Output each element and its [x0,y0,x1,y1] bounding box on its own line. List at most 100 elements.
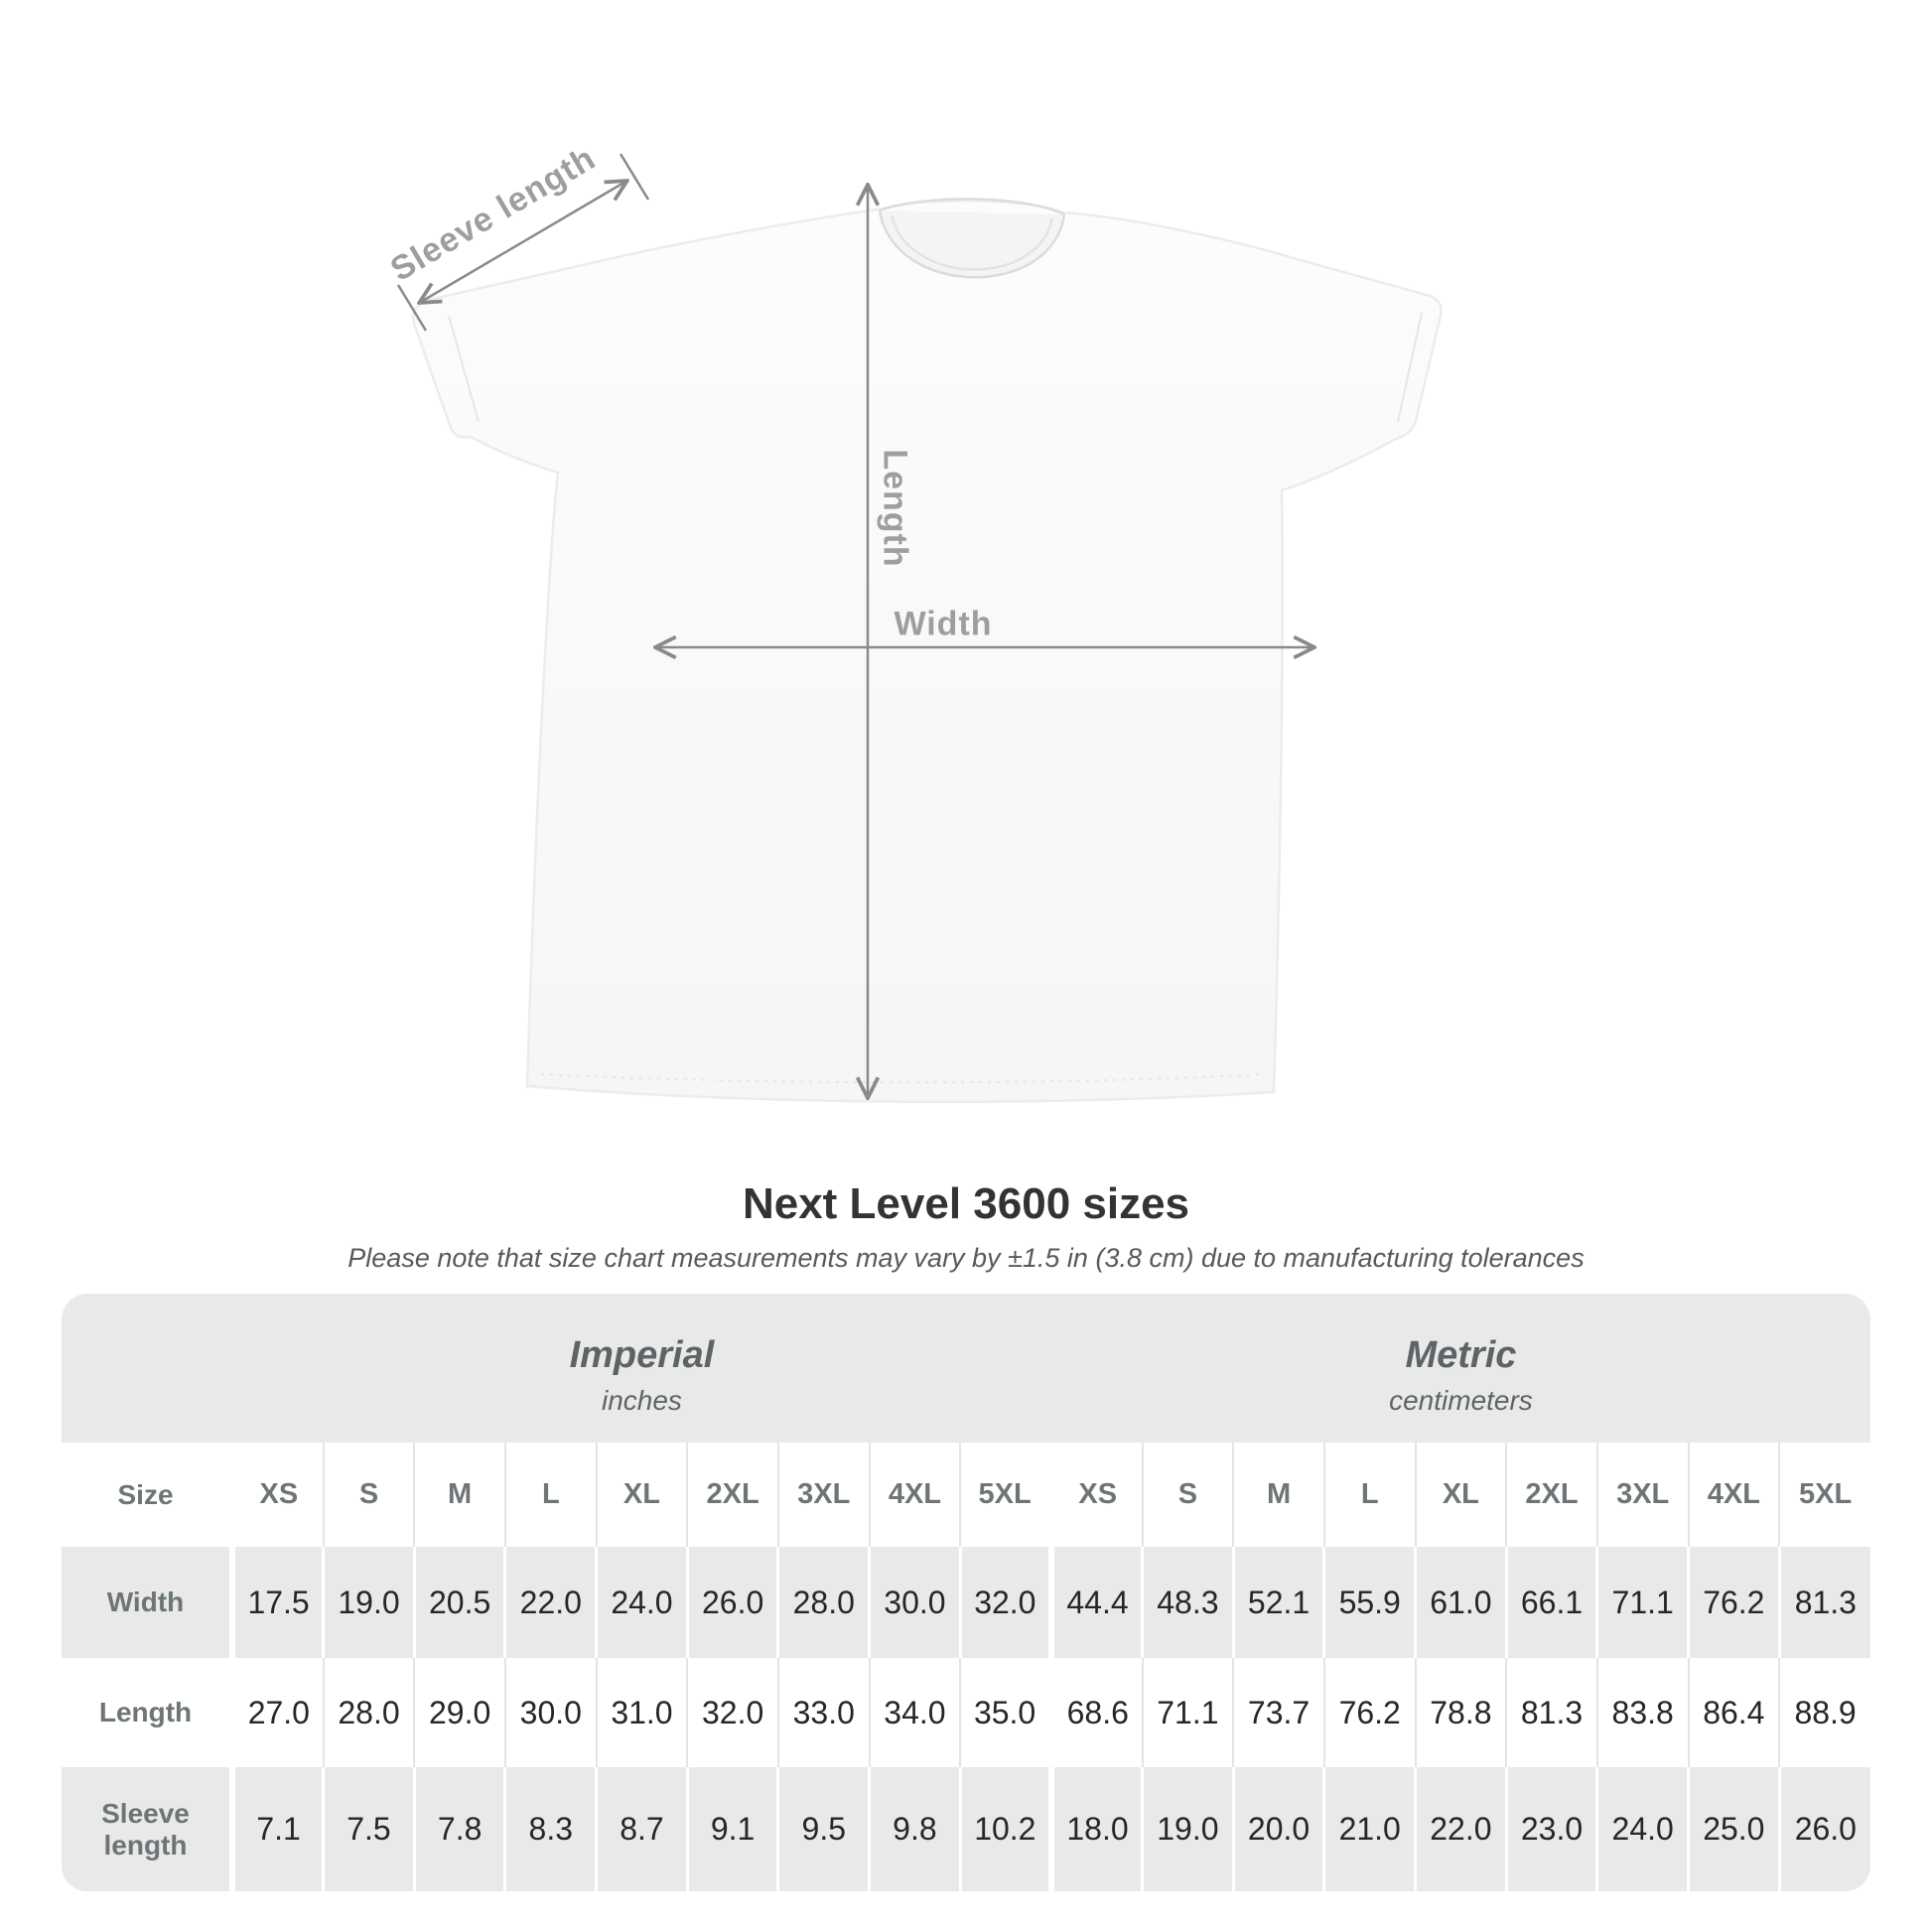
value-cell: 9.8 [868,1767,961,1891]
value-cell: 44.4 [1047,1547,1143,1658]
value-cell: 26.0 [685,1547,778,1658]
collar [878,198,1066,279]
size-col-header: 3XL [776,1443,870,1547]
value-cell: 71.1 [1141,1658,1234,1767]
value-cell: 61.0 [1414,1547,1507,1658]
value-cell: 52.1 [1231,1547,1324,1658]
size-col-header: 2XL [686,1443,778,1547]
size-col-header: XS [1047,1443,1143,1547]
value-cell: 24.0 [1595,1767,1689,1891]
value-cell: 34.0 [868,1658,961,1767]
width-label: Width [894,605,993,643]
page-title: Next Level 3600 sizes [742,1179,1190,1228]
measurement-row: Sleeve length 7.1 7.5 7.8 8.3 8.7 9.1 9.5 9.8 10.… [62,1767,1870,1891]
metric-unit: centimeters [1389,1385,1533,1416]
size-col-header: XL [1414,1443,1507,1547]
band-spacer [62,1294,232,1443]
imperial-unit: inches [601,1385,682,1416]
size-col-header: XS [229,1443,324,1547]
value-cell: 27.0 [229,1658,324,1767]
value-cell: 83.8 [1595,1658,1689,1767]
size-corner-header: Size [117,1478,174,1510]
value-cell: 78.8 [1414,1658,1507,1767]
tshirt-shape [411,199,1443,1103]
size-col-header: M [1232,1443,1324,1547]
group-header-metric: Metric centimeters [1051,1294,1870,1443]
value-cell: 18.0 [1047,1767,1143,1891]
value-cell: 86.4 [1687,1658,1780,1767]
tshirt-figure [396,153,1443,1103]
unit-group-row: Imperial inches Metric centimeters [62,1294,1870,1443]
value-cell: 81.3 [1777,1547,1870,1658]
value-cell: 31.0 [595,1658,688,1767]
value-cell: 24.0 [595,1547,688,1658]
size-col-header: 5XL [959,1443,1051,1547]
value-cell: 76.2 [1687,1547,1780,1658]
measurement-row: Length 27.0 28.0 29.0 30.0 31.0 32.0 33.0 34.0 35… [62,1658,1870,1767]
size-col-header: 2XL [1505,1443,1597,1547]
value-cell: 19.0 [1141,1767,1234,1891]
row-label: Sleeve length [101,1797,190,1861]
value-cell: 23.0 [1504,1767,1597,1891]
value-cell: 7.5 [322,1767,415,1891]
value-cell: 19.0 [322,1547,415,1658]
value-cell: 9.1 [685,1767,778,1891]
value-cell: 21.0 [1322,1767,1416,1891]
size-col-header: M [413,1443,505,1547]
value-cell: 28.0 [322,1658,415,1767]
value-cell: 71.1 [1595,1547,1689,1658]
metric-label: Metric [1405,1334,1517,1376]
size-col-header: S [322,1443,415,1547]
value-cell: 76.2 [1322,1658,1416,1767]
size-table: Imperial inches Metric centimeters Size … [62,1294,1870,1891]
row-label: Length [98,1697,193,1727]
value-cell: 35.0 [959,1658,1051,1767]
size-header-row: Size XS S M L XL 2XL 3XL 4XL 5XL XS S M L XL 2XL 3XL 4XL… [62,1443,1870,1547]
value-cell: 7.1 [229,1767,324,1891]
value-cell: 33.0 [776,1658,870,1767]
value-cell: 32.0 [686,1658,778,1767]
value-cell: 29.0 [413,1658,505,1767]
seam-lines [448,312,1423,1084]
value-cell: 81.3 [1505,1658,1597,1767]
value-cell: 22.0 [503,1547,597,1658]
size-col-header: 4XL [868,1443,961,1547]
size-col-header: S [1141,1443,1234,1547]
imperial-label: Imperial [569,1334,715,1376]
value-cell: 88.9 [1778,1658,1870,1767]
value-cell: 8.7 [595,1767,688,1891]
value-cell: 73.7 [1232,1658,1324,1767]
size-col-header: 5XL [1778,1443,1870,1547]
value-cell: 8.3 [503,1767,597,1891]
value-cell: 68.6 [1047,1658,1143,1767]
value-cell: 30.0 [868,1547,961,1658]
value-cell: 10.2 [958,1767,1051,1891]
value-cell: 22.0 [1414,1767,1507,1891]
sleeve-length-arrow [396,153,650,332]
value-cell: 26.0 [1777,1767,1870,1891]
value-cell: 7.8 [412,1767,505,1891]
value-cell: 55.9 [1322,1547,1416,1658]
size-chart-panel: Imperial inches Metric centimeters Size … [62,1294,1870,1891]
size-col-header: 3XL [1595,1443,1689,1547]
value-cell: 9.5 [776,1767,870,1891]
size-col-header: 4XL [1687,1443,1780,1547]
value-cell: 17.5 [229,1547,324,1658]
length-label: Length [876,449,914,568]
size-col-header: L [503,1443,597,1547]
value-cell: 30.0 [503,1658,597,1767]
measurement-row: Width 17.5 19.0 20.5 22.0 24.0 26.0 28.0 30.0 32.… [62,1547,1870,1658]
value-cell: 25.0 [1687,1767,1780,1891]
value-cell: 28.0 [776,1547,870,1658]
size-col-header: L [1322,1443,1416,1547]
value-cell: 20.0 [1231,1767,1324,1891]
value-cell: 66.1 [1504,1547,1597,1658]
value-cell: 32.0 [958,1547,1051,1658]
value-cell: 20.5 [412,1547,505,1658]
group-header-imperial: Imperial inches [232,1294,1051,1443]
tolerance-note: Please note that size chart measurements… [347,1243,1585,1273]
size-col-header: XL [595,1443,688,1547]
value-cell: 48.3 [1141,1547,1234,1658]
row-label: Width [106,1587,185,1617]
